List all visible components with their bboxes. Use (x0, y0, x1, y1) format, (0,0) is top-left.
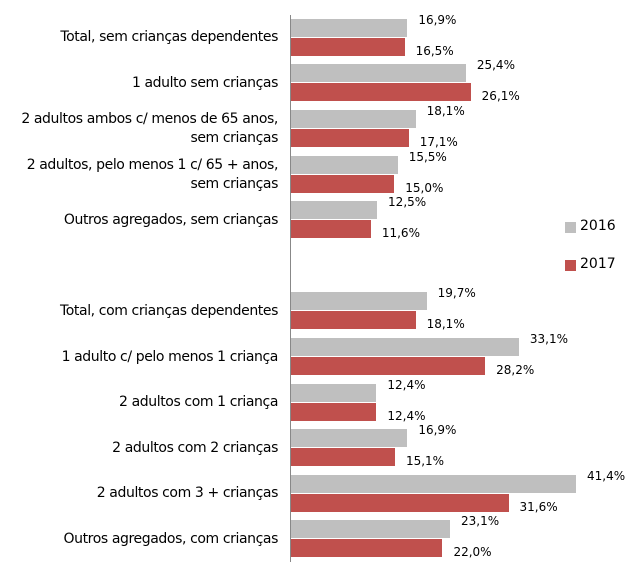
legend-label: 2017 (580, 256, 616, 272)
value-label: 22,0% (453, 545, 492, 560)
bar (291, 383, 377, 402)
category-label: Total, com crianças dependentes (59, 302, 278, 319)
bar (291, 357, 486, 375)
value-label: 15,5% (408, 149, 447, 164)
value-label: 41,4% (587, 468, 626, 483)
value-label: 33,1% (529, 332, 568, 346)
bar (291, 474, 576, 493)
value-label: 28,2% (496, 363, 535, 377)
category-label: Outros agregados, sem crianças (63, 211, 279, 228)
category-label: 2 adultos, pelo menos 1 c/ 65 + anos, se… (26, 156, 279, 192)
category-label: 2 adultos com 2 crianças (112, 439, 278, 456)
bar (291, 174, 395, 193)
value-label: 17,1% (419, 135, 458, 149)
bar (291, 520, 451, 539)
category-label: 1 adulto sem crianças (131, 74, 278, 91)
value-label: 12,4% (387, 408, 426, 423)
bar (291, 402, 377, 421)
bar (291, 311, 416, 330)
value-label: 12,5% (388, 195, 427, 210)
legend-swatch (565, 260, 576, 271)
legend-label: 2016 (580, 218, 616, 234)
value-label: 23,1% (461, 514, 500, 529)
bar (291, 129, 409, 147)
bar (291, 292, 427, 311)
bar (291, 539, 443, 558)
bar (291, 110, 416, 128)
value-label: 18,1% (426, 104, 465, 118)
category-label: 2 adultos com 1 criança (119, 394, 278, 411)
bar (291, 201, 378, 220)
bar (291, 493, 509, 512)
value-label: 31,6% (519, 499, 558, 514)
value-label: 16,9% (418, 12, 457, 27)
value-label: 11,6% (381, 226, 420, 241)
value-label: 12,4% (387, 377, 426, 392)
value-label: 19,7% (437, 286, 476, 301)
bar (291, 83, 471, 102)
legend-swatch (565, 222, 576, 233)
bar (291, 429, 408, 448)
category-label: 2 adultos ambos c/ menos de 65 anos, sem… (21, 111, 278, 146)
value-label: 18,1% (426, 317, 465, 332)
value-label: 25,4% (476, 58, 515, 73)
category-label: 1 adulto c/ pelo menos 1 criança (61, 348, 279, 365)
axis-line (290, 15, 291, 563)
bar (291, 18, 408, 37)
value-label: 26,1% (481, 89, 520, 104)
bar (291, 448, 395, 467)
value-label: 16,9% (418, 423, 457, 438)
bar (291, 220, 371, 239)
bar (291, 64, 466, 83)
bar (291, 155, 398, 174)
value-label: 16,5% (415, 43, 454, 58)
value-label: 15,0% (405, 180, 444, 195)
category-label: Outros agregados, com crianças (63, 530, 279, 547)
value-label: 15,1% (405, 454, 445, 469)
category-label: 2 adultos com 3 + crianças (96, 485, 279, 502)
category-label: Total, sem crianças dependentes (60, 29, 278, 46)
bar (291, 37, 405, 56)
bar (291, 338, 519, 356)
